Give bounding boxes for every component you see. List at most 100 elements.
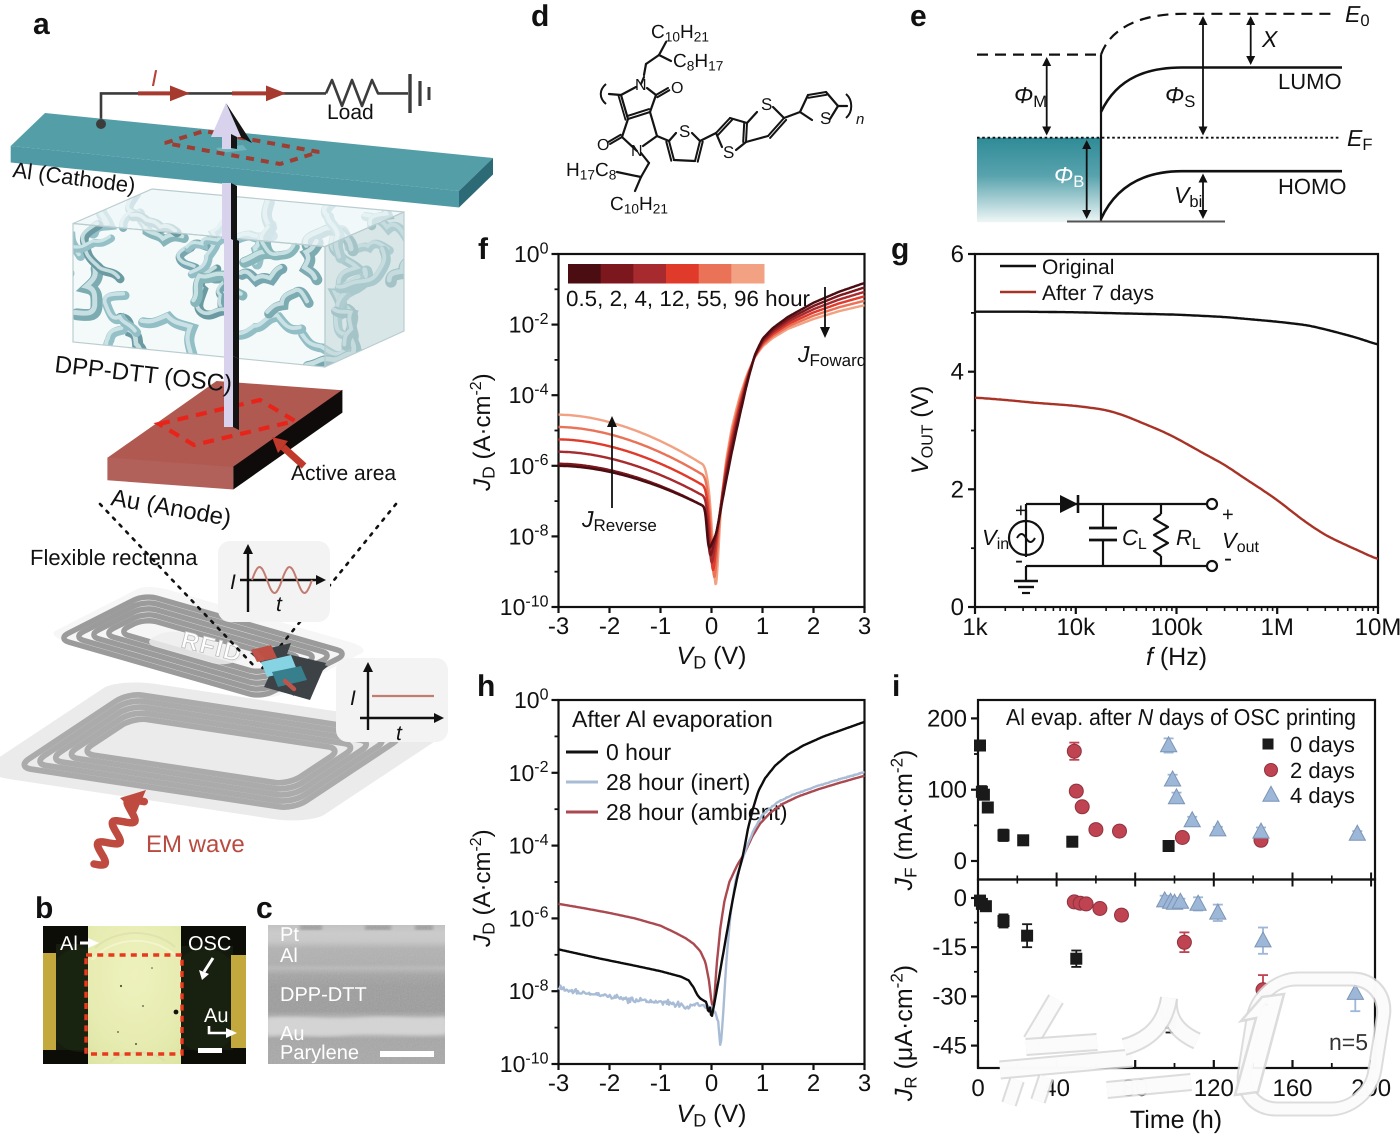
svg-text:S: S xyxy=(761,95,772,114)
svg-text:Au: Au xyxy=(280,1023,304,1045)
svg-text:-: - xyxy=(1015,547,1023,574)
svg-text:0: 0 xyxy=(705,613,718,640)
svg-text:S: S xyxy=(679,122,690,141)
svg-text:200: 200 xyxy=(927,705,967,732)
svg-text:h: h xyxy=(477,670,495,703)
svg-text:0 days: 0 days xyxy=(1290,732,1355,757)
svg-text:+: + xyxy=(1222,504,1234,526)
svg-text:4: 4 xyxy=(951,359,964,386)
svg-text:10k: 10k xyxy=(1056,614,1096,641)
svg-text:2: 2 xyxy=(807,613,820,640)
svg-text:Parylene: Parylene xyxy=(280,1042,359,1064)
svg-text:JReverse: JReverse xyxy=(581,506,657,535)
svg-text:-2: -2 xyxy=(599,1070,620,1097)
svg-text:E0: E0 xyxy=(1345,1,1370,30)
svg-text:c: c xyxy=(256,892,273,925)
svg-text:-2: -2 xyxy=(599,613,620,640)
svg-text:1k: 1k xyxy=(962,614,988,641)
svg-text:2: 2 xyxy=(951,476,964,503)
svg-text:-1: -1 xyxy=(650,613,671,640)
svg-text:n: n xyxy=(856,111,864,128)
svg-text:-1: -1 xyxy=(650,1070,671,1097)
svg-text:0: 0 xyxy=(705,1070,718,1097)
svg-text:0: 0 xyxy=(954,848,967,875)
svg-text:Load: Load xyxy=(327,101,374,124)
svg-text:100: 100 xyxy=(514,240,549,267)
svg-text:ΦS: ΦS xyxy=(1165,82,1195,111)
svg-text:e: e xyxy=(910,0,927,33)
svg-text:Al evap. after N days of OSC p: Al evap. after N days of OSC printing xyxy=(1006,704,1356,730)
svg-text:H17C8: H17C8 xyxy=(566,160,617,182)
svg-text:Pt: Pt xyxy=(280,924,299,946)
svg-text:g: g xyxy=(891,233,909,266)
svg-text:S: S xyxy=(820,109,831,128)
svg-text:Vbi: Vbi xyxy=(1174,182,1202,211)
svg-text:2 days: 2 days xyxy=(1290,758,1355,783)
svg-text:n=5: n=5 xyxy=(1329,1029,1368,1055)
svg-text:Active area: Active area xyxy=(291,462,396,485)
svg-text:3: 3 xyxy=(858,1070,871,1097)
svg-text:VOUT (V): VOUT (V) xyxy=(907,386,936,474)
svg-text:10-2: 10-2 xyxy=(509,311,549,338)
svg-text:100k: 100k xyxy=(1150,614,1203,641)
svg-text:100: 100 xyxy=(927,777,967,804)
svg-text:Al: Al xyxy=(60,933,78,955)
svg-text:JD (A·cm-2): JD (A·cm-2) xyxy=(468,829,498,947)
svg-text:0: 0 xyxy=(951,594,964,621)
svg-text:JR (μA·cm-2): JR (μA·cm-2) xyxy=(888,965,921,1102)
svg-text:i: i xyxy=(892,670,900,703)
svg-text:b: b xyxy=(35,892,53,925)
svg-text:f: f xyxy=(478,233,489,266)
svg-text:Vin: Vin xyxy=(982,525,1009,553)
svg-text:3: 3 xyxy=(858,613,871,640)
svg-text:O: O xyxy=(597,137,609,154)
svg-text:JFoward: JFoward xyxy=(797,341,866,370)
svg-text:C10H21: C10H21 xyxy=(651,22,709,44)
svg-text:-30: -30 xyxy=(932,983,967,1010)
svg-text:EM wave: EM wave xyxy=(146,831,245,858)
svg-text:a: a xyxy=(33,8,50,41)
svg-text:10-10: 10-10 xyxy=(500,1050,549,1077)
svg-text:4 days: 4 days xyxy=(1290,783,1355,808)
svg-text:-15: -15 xyxy=(932,934,967,961)
svg-text:100: 100 xyxy=(514,686,549,713)
svg-text:N: N xyxy=(635,77,647,94)
svg-text:Au: Au xyxy=(204,1005,228,1027)
svg-text:10-4: 10-4 xyxy=(509,832,549,859)
svg-text:Original: Original xyxy=(1042,256,1114,279)
svg-text:C10H21: C10H21 xyxy=(610,194,668,216)
svg-text:After Al evaporation: After Al evaporation xyxy=(572,706,773,732)
svg-text:JD (A·cm-2): JD (A·cm-2) xyxy=(468,373,498,491)
svg-text:Flexible rectenna: Flexible rectenna xyxy=(30,545,198,570)
svg-text:28 hour (inert): 28 hour (inert) xyxy=(606,769,750,795)
svg-text:120: 120 xyxy=(1194,1075,1234,1102)
svg-text:OSC: OSC xyxy=(188,933,231,955)
svg-text:VD (V): VD (V) xyxy=(677,642,747,673)
svg-text:10-2: 10-2 xyxy=(509,759,549,786)
svg-text:t: t xyxy=(276,593,283,616)
svg-text:0 hour: 0 hour xyxy=(606,739,672,765)
svg-text:2: 2 xyxy=(807,1070,820,1097)
svg-text:C8H17: C8H17 xyxy=(673,51,723,73)
svg-text:ΦM: ΦM xyxy=(1014,82,1047,111)
svg-text:0.5, 2, 4, 12, 55, 96 hour: 0.5, 2, 4, 12, 55, 96 hour xyxy=(566,286,810,311)
svg-text:160: 160 xyxy=(1272,1075,1312,1102)
svg-text:6: 6 xyxy=(951,241,964,268)
svg-text:-3: -3 xyxy=(548,1070,569,1097)
svg-text:1: 1 xyxy=(756,1070,769,1097)
svg-text:VD (V): VD (V) xyxy=(677,1100,747,1131)
svg-text:0: 0 xyxy=(954,885,967,912)
svg-text:10-8: 10-8 xyxy=(509,978,549,1005)
svg-text:I: I xyxy=(350,687,356,710)
svg-text:-: - xyxy=(1224,545,1232,572)
svg-text:10-6: 10-6 xyxy=(509,905,549,932)
svg-text:28 hour (ambient): 28 hour (ambient) xyxy=(606,799,788,825)
svg-text:CL: CL xyxy=(1122,525,1147,553)
svg-text:LUMO: LUMO xyxy=(1278,69,1342,94)
svg-text:10-6: 10-6 xyxy=(509,452,549,479)
svg-text:ΦB: ΦB xyxy=(1054,162,1084,191)
svg-text:10M: 10M xyxy=(1355,614,1400,641)
svg-text:-45: -45 xyxy=(932,1033,967,1060)
svg-text:0: 0 xyxy=(971,1075,984,1102)
svg-text:After 7 days: After 7 days xyxy=(1042,282,1154,305)
